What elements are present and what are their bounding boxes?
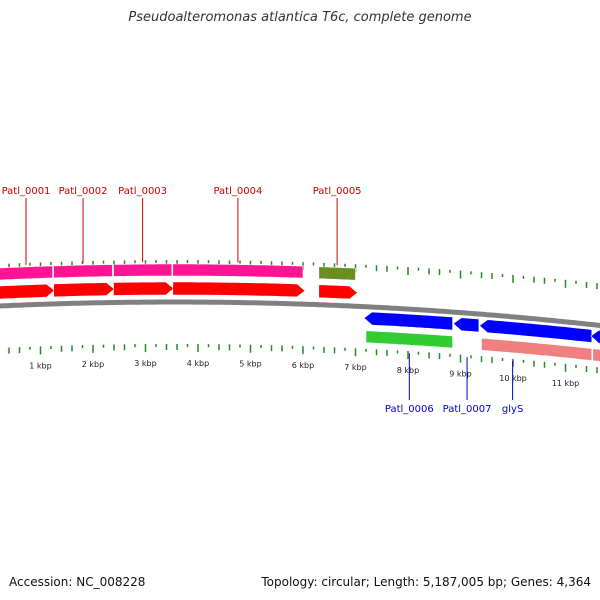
reverse-feature-bar [365, 330, 453, 349]
gene-label: Patl_0004 [213, 186, 262, 197]
forward-feature-track [0, 263, 356, 281]
scale-label: 5 kbp [239, 360, 261, 369]
reverse-feature-bar [481, 337, 593, 361]
forward-feature-bar [172, 263, 304, 279]
forward-cds-arrow [113, 281, 175, 296]
gene-label: Patl_0001 [2, 186, 51, 197]
forward-cds-track [0, 281, 358, 300]
forward-feature-bar [0, 265, 53, 281]
scale-label: 1 kbp [29, 361, 51, 370]
forward-feature-bar [113, 263, 173, 277]
gene-label: Patl_0007 [443, 404, 492, 415]
scale-label: 4 kbp [187, 359, 209, 368]
genome-summary: Topology: circular; Length: 5,187,005 bp… [261, 575, 591, 589]
forward-cds-arrow [172, 281, 306, 298]
reverse-feature-bar [592, 348, 600, 362]
scale-label: 6 kbp [292, 361, 314, 370]
reverse-cds-track [363, 311, 600, 344]
scale-label: 7 kbp [344, 363, 366, 372]
forward-cds-arrow [0, 283, 56, 300]
reverse-cds-arrow [479, 319, 593, 343]
scale-label: 9 kbp [449, 370, 471, 379]
reverse-cds-arrow [452, 317, 480, 333]
tick-marks-inner [8, 344, 598, 374]
gene-label: Patl_0003 [118, 186, 167, 197]
gene-label: Patl_0005 [313, 186, 362, 197]
scale-label: 2 kbp [82, 360, 104, 369]
reverse-cds-arrow [363, 311, 453, 331]
accession-text: Accession: NC_008228 [9, 575, 146, 589]
forward-feature-bar [53, 264, 113, 279]
reverse-cds-arrow [590, 329, 600, 344]
scale-label: 11 kbp [552, 379, 580, 388]
gene-label: Patl_0002 [59, 186, 108, 197]
forward-cds-arrow [53, 282, 115, 298]
gene-label: Patl_0006 [385, 404, 434, 415]
genome-backbone [0, 299, 600, 329]
forward-feature-bar [318, 266, 356, 281]
scale-label: 8 kbp [397, 366, 419, 375]
map-title: Pseudoalteromonas atlantica T6c, complet… [128, 10, 472, 25]
gene-labels: Patl_0001 Patl_0002 Patl_0003 Patl_0004 Patl… [2, 186, 524, 415]
scale-label: 3 kbp [134, 359, 156, 368]
gene-label: glyS [502, 404, 523, 415]
forward-cds-arrow [318, 284, 358, 300]
reverse-feature-track [365, 330, 600, 362]
scale-labels: 1 kbp 2 kbp 3 kbp 4 kbp 5 kbp 6 kbp 7 kbp 8 kbp… [29, 359, 579, 388]
